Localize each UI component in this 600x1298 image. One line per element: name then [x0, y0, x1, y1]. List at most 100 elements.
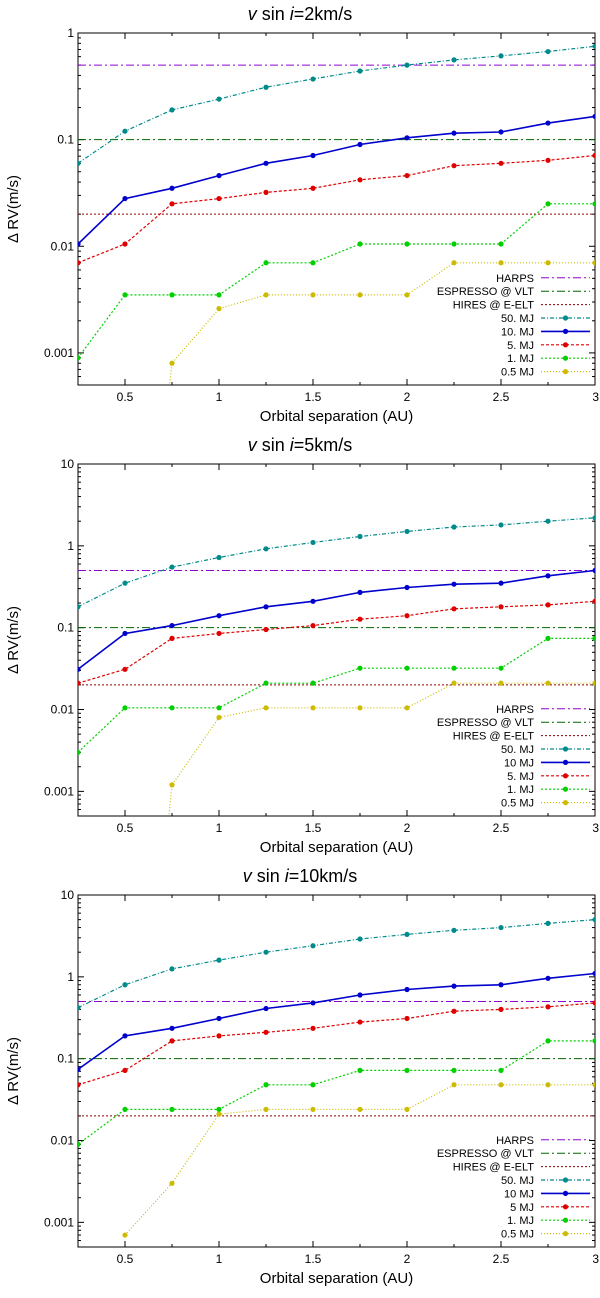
series-line-2 [78, 1002, 595, 1086]
y-axis-label: Δ RV(m/s) [5, 175, 22, 243]
data-point [216, 306, 222, 312]
legend-marker [562, 800, 569, 806]
x-tick-label: 0.5 [117, 390, 134, 404]
data-point [169, 292, 175, 298]
data-point [310, 260, 316, 266]
data-point [451, 680, 457, 686]
series-line-3 [78, 203, 595, 359]
y-tick-label: 1 [67, 539, 74, 553]
data-point [78, 241, 81, 247]
data-point [78, 1141, 81, 1147]
data-point [122, 666, 128, 672]
y-tick-label: 0.001 [44, 346, 74, 360]
data-point [404, 62, 410, 68]
legend-label: 10. MJ [501, 326, 534, 338]
title-v: v [243, 866, 253, 886]
data-point [310, 292, 316, 298]
data-point [263, 1106, 269, 1113]
legend-marker [562, 315, 569, 321]
data-point [169, 360, 175, 366]
data-point [404, 665, 410, 671]
legend-marker [562, 773, 569, 779]
data-point [451, 665, 457, 671]
data-point [357, 589, 363, 595]
data-point [451, 983, 457, 989]
data-point [216, 195, 222, 202]
data-point [78, 355, 81, 361]
legend-marker [562, 1190, 569, 1196]
data-point [263, 546, 269, 552]
legend-marker [562, 759, 569, 765]
data-point [545, 1038, 551, 1044]
y-axis-label: Δ RV(m/s) [5, 606, 22, 674]
x-tick-label: 2 [404, 821, 411, 835]
data-point [498, 982, 504, 988]
x-tick-label: 2 [404, 390, 411, 404]
data-point [404, 1106, 410, 1113]
data-point [122, 1033, 128, 1039]
data-point [404, 135, 410, 141]
data-point [263, 1005, 269, 1012]
data-point [216, 1033, 222, 1039]
title-v: v [248, 4, 258, 24]
x-tick-label: 1.5 [305, 821, 322, 835]
data-point [263, 949, 269, 955]
x-axis-label: Orbital separation (AU) [260, 839, 413, 856]
data-point [78, 680, 81, 686]
data-point [310, 1000, 316, 1006]
data-point [592, 1082, 595, 1088]
data-point [216, 714, 222, 721]
plot-frame [77, 32, 596, 386]
data-point [404, 528, 410, 535]
data-point [545, 573, 551, 579]
chart-panel-3: v sin i=10km/s 0.5 1 1.5 2 2.5 3 0.001 0.01 0.1 1 1… [0, 862, 600, 1293]
y-tick-label: 0.01 [51, 1134, 75, 1148]
legend-label: 10 MJ [504, 1188, 534, 1200]
legend-marker [562, 1217, 569, 1223]
legend-label: 1. MJ [507, 784, 534, 796]
data-point [78, 1005, 81, 1011]
data-point [169, 564, 175, 570]
data-point [78, 1066, 81, 1072]
data-point [216, 1111, 222, 1117]
y-tick-label: 0.1 [57, 133, 74, 147]
data-point [592, 635, 595, 641]
data-point [263, 292, 269, 298]
data-point [592, 43, 595, 49]
data-point [216, 96, 222, 102]
data-point [592, 567, 595, 574]
y-tick-label: 10 [61, 457, 75, 471]
legend-label: HARPS [496, 704, 534, 716]
data-point [498, 1082, 504, 1088]
series-line-1 [78, 115, 595, 245]
data-point [310, 76, 316, 82]
data-point [122, 1067, 128, 1073]
data-point [498, 580, 504, 586]
chart-svg-2: v sin i=5km/s 0.5 1 1.5 2 2.5 3 0.001 0.01 0.1 1 10… [5, 435, 599, 856]
y-tick-label: 0.01 [51, 703, 75, 717]
data-point [451, 1067, 457, 1073]
y-tick-label: 0.1 [57, 621, 74, 635]
title-i: i [290, 4, 295, 24]
legend-label: HARPS [496, 273, 534, 285]
data-point [216, 554, 222, 561]
data-point [310, 185, 316, 191]
data-point [122, 1106, 128, 1113]
series-line-0 [78, 45, 595, 164]
x-tick-label: 1.5 [305, 1252, 322, 1266]
data-point [404, 241, 410, 247]
data-point [122, 128, 128, 134]
data-point [216, 1106, 222, 1113]
data-point [592, 1000, 595, 1006]
data-point [451, 1008, 457, 1014]
data-point [498, 53, 504, 59]
title-speed: =5km/s [294, 435, 353, 455]
x-axis-label: Orbital separation (AU) [260, 1270, 413, 1287]
data-layer [78, 43, 595, 385]
legend-marker [562, 342, 569, 348]
legend-marker [562, 369, 569, 375]
data-point [216, 957, 222, 963]
legend-label: 10 MJ [504, 757, 534, 769]
data-point [78, 604, 81, 610]
